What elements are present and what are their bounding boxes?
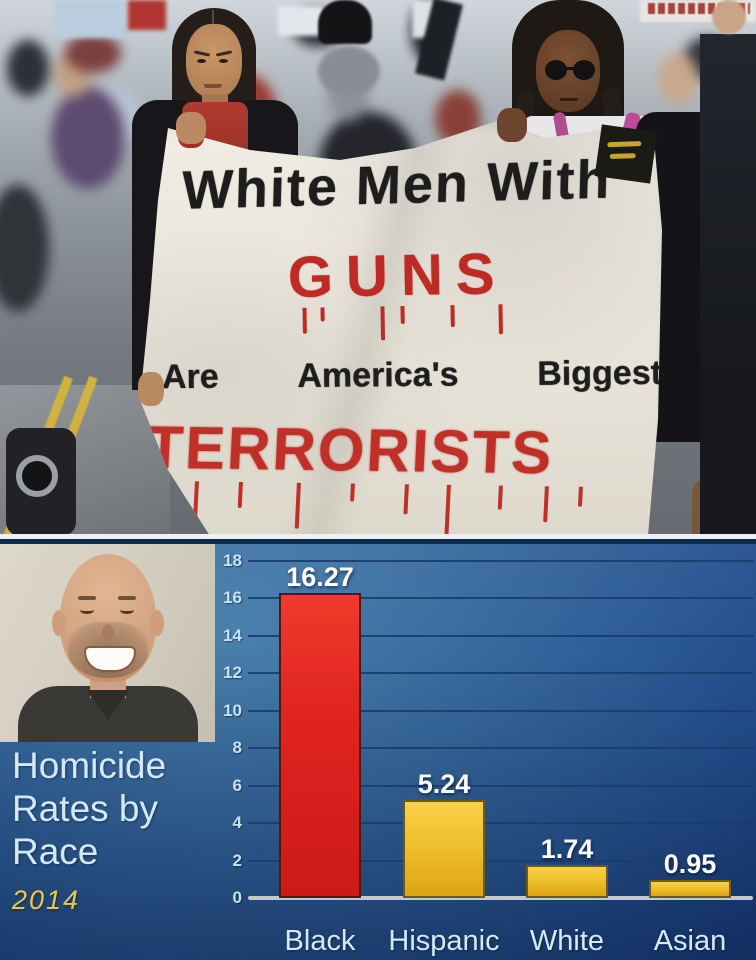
right-edge-person	[700, 34, 756, 536]
background-face	[712, 0, 746, 34]
paint-drip	[450, 305, 455, 328]
bar-category-label: Hispanic	[388, 925, 500, 957]
paint-drip	[302, 307, 307, 334]
bar-value-label: 1.74	[540, 834, 594, 865]
center-figure-beanie	[318, 0, 372, 44]
banner-word-biggest: Biggest	[537, 353, 663, 393]
man-portrait-photo	[0, 544, 215, 742]
background-sign	[278, 6, 324, 36]
y-tick-label: 16	[223, 588, 242, 607]
bar-value-label: 5.24	[417, 768, 471, 799]
caption-year: 2014	[12, 885, 81, 915]
yellow-scribble	[609, 153, 636, 160]
dark-sign-flap	[594, 124, 658, 184]
paint-drip	[400, 305, 405, 325]
paint-drip	[403, 484, 409, 515]
gridline	[248, 672, 753, 674]
caption-line: Race	[12, 831, 99, 872]
bar-category-label: Asian	[653, 925, 727, 957]
paint-drip	[577, 486, 583, 507]
y-tick-label: 4	[232, 813, 242, 832]
banner-terrorists-word: TERRORISTS	[144, 413, 555, 487]
y-tick-label: 6	[232, 775, 242, 795]
paint-drip	[497, 485, 503, 510]
paint-drip	[237, 481, 243, 509]
y-tick-label: 0	[232, 888, 242, 907]
man-ear	[150, 610, 164, 636]
bar-value-label: 0.95	[663, 849, 717, 880]
protest-photo: White Men With GUNS Are America's Bigges…	[0, 0, 756, 536]
gridline	[248, 634, 753, 637]
gridline	[248, 709, 753, 712]
bar-white	[526, 865, 608, 898]
y-tick-label: 14	[223, 625, 242, 645]
man-ear	[52, 610, 66, 636]
paint-drip	[444, 484, 451, 536]
left-woman-eye	[219, 59, 228, 63]
left-woman-eye	[197, 59, 206, 63]
banner-text-guns: GUNS	[287, 240, 518, 341]
bar-asian	[649, 880, 731, 898]
banner-text-line3: Are America's Biggest	[162, 354, 662, 397]
background-sign	[55, 0, 125, 38]
bar-value-label: 16.27	[286, 561, 354, 592]
background-sign	[128, 0, 166, 30]
gridline	[248, 597, 753, 599]
man-eye	[80, 606, 94, 614]
paint-drip	[543, 486, 549, 523]
man-eyebrow	[118, 596, 136, 600]
gridline	[248, 559, 753, 562]
bar-hispanic	[403, 799, 485, 898]
gridline	[248, 822, 753, 824]
section-divider-dark	[0, 539, 756, 544]
right-woman-hand	[497, 108, 527, 142]
man-eyebrow	[78, 596, 96, 600]
gridline	[248, 784, 753, 787]
left-woman-lower-hand	[138, 372, 164, 406]
banner-word-are: Are	[161, 357, 219, 397]
bar-category-label: Black	[284, 925, 356, 957]
paint-drip	[380, 306, 386, 341]
paint-drip	[350, 483, 355, 502]
banner-guns-word: GUNS	[287, 241, 509, 311]
y-tick-label: 18	[223, 550, 242, 570]
bag-ring	[16, 455, 58, 497]
bar-chart: 0 2 4 6 8 10 12 14 16 18 16.27 Black 5.24 Hispanic 1.7…	[0, 544, 756, 960]
y-tick-label: 8	[232, 738, 242, 757]
right-woman-mouth	[560, 98, 578, 101]
watermark-blur	[648, 3, 750, 14]
caption-line: Homicide	[12, 745, 167, 786]
x-axis-baseline	[248, 896, 753, 900]
bar-category-label: White	[529, 925, 605, 957]
man-eye	[120, 606, 134, 614]
y-tick-label: 12	[223, 663, 242, 682]
man-smile	[84, 646, 136, 672]
center-figure-hood	[318, 46, 380, 96]
left-woman-hair-part	[212, 10, 214, 36]
chart-caption: Homicide Rates by Race 2014	[12, 744, 222, 922]
paint-drip	[294, 482, 301, 529]
gridline	[248, 859, 753, 862]
paint-drip	[320, 307, 325, 322]
chart-section: 0 2 4 6 8 10 12 14 16 18 16.27 Black 5.24 Hispanic 1.7…	[0, 544, 756, 960]
banner-text-line1: White Men With	[181, 149, 613, 221]
banner-text-terrorists: TERRORISTS	[144, 413, 626, 536]
paint-drip	[498, 304, 503, 335]
y-tick-label: 2	[232, 850, 242, 870]
left-woman-hand	[176, 112, 206, 144]
caption-line: Rates by	[12, 788, 159, 829]
sunglasses-lens	[573, 60, 595, 80]
sunglasses-lens	[545, 60, 567, 80]
yellow-scribble	[607, 141, 642, 148]
sunglasses-bridge	[565, 67, 575, 70]
y-tick-label: 10	[223, 700, 242, 720]
section-divider-light	[0, 534, 756, 539]
protest-banner: White Men With GUNS Are America's Bigges…	[140, 120, 662, 536]
banner-word-americas: America's	[297, 355, 459, 395]
left-woman-mouth	[204, 84, 222, 88]
bar-black	[279, 592, 361, 898]
man-nose	[102, 624, 114, 640]
gridline	[248, 747, 753, 749]
